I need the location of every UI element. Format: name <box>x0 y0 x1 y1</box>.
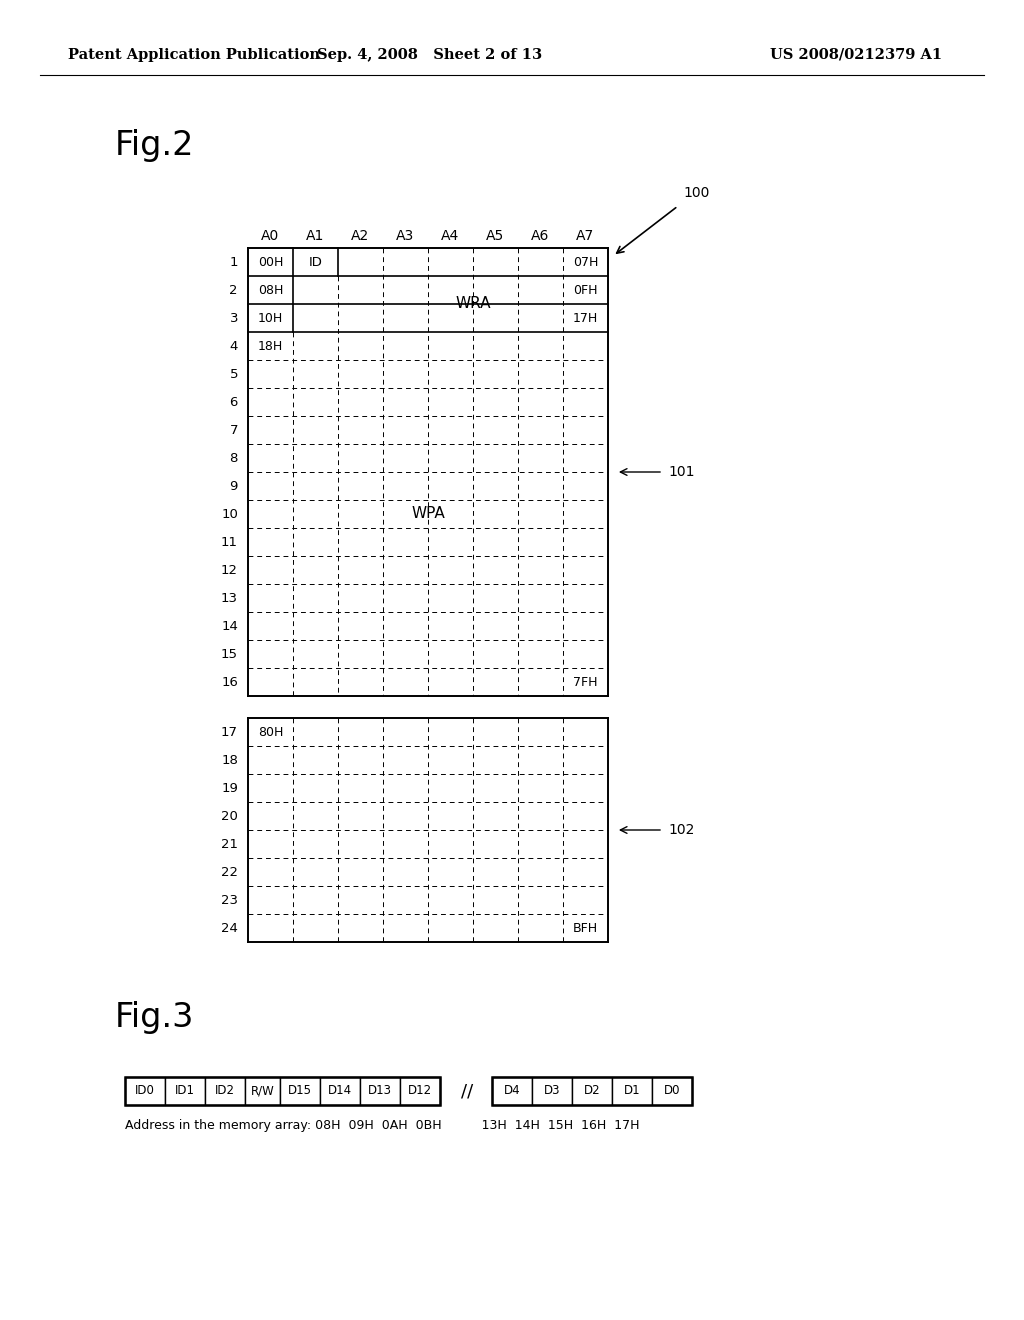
Text: 102: 102 <box>668 822 694 837</box>
Text: A5: A5 <box>486 228 505 243</box>
Bar <box>245 1077 280 1105</box>
Text: 2: 2 <box>229 284 238 297</box>
Bar <box>165 1077 205 1105</box>
Text: A0: A0 <box>261 228 280 243</box>
Text: 16: 16 <box>221 676 238 689</box>
Text: 0FH: 0FH <box>573 284 598 297</box>
Bar <box>652 1077 692 1105</box>
Text: Address in the memory array: 08H  09H  0AH  0BH          13H  14H  15H  16H  17H: Address in the memory array: 08H 09H 0AH… <box>125 1118 640 1131</box>
Bar <box>360 1077 400 1105</box>
Text: D0: D0 <box>664 1085 680 1097</box>
Text: D1: D1 <box>624 1085 640 1097</box>
Text: 101: 101 <box>668 465 694 479</box>
Text: 19: 19 <box>221 781 238 795</box>
Text: 13: 13 <box>221 591 238 605</box>
Text: 7FH: 7FH <box>573 676 598 689</box>
Text: BFH: BFH <box>573 921 598 935</box>
Text: 20: 20 <box>221 809 238 822</box>
Text: Sep. 4, 2008   Sheet 2 of 13: Sep. 4, 2008 Sheet 2 of 13 <box>317 48 543 62</box>
Text: A6: A6 <box>531 228 550 243</box>
Text: D3: D3 <box>544 1085 560 1097</box>
Text: A2: A2 <box>351 228 370 243</box>
Text: 14: 14 <box>221 619 238 632</box>
Bar <box>492 1077 532 1105</box>
Text: //: // <box>462 1082 474 1100</box>
Text: D4: D4 <box>504 1085 520 1097</box>
Bar <box>572 1077 612 1105</box>
Text: 5: 5 <box>229 367 238 380</box>
Text: 3: 3 <box>229 312 238 325</box>
Text: 22: 22 <box>221 866 238 879</box>
Text: 8: 8 <box>229 451 238 465</box>
Text: 9: 9 <box>229 479 238 492</box>
Text: 17: 17 <box>221 726 238 738</box>
Text: 18H: 18H <box>258 339 283 352</box>
Text: A4: A4 <box>441 228 460 243</box>
Text: 4: 4 <box>229 339 238 352</box>
Text: ID1: ID1 <box>175 1085 195 1097</box>
Text: A3: A3 <box>396 228 415 243</box>
Text: D14: D14 <box>328 1085 352 1097</box>
Text: D12: D12 <box>408 1085 432 1097</box>
Text: WRA: WRA <box>456 297 490 312</box>
Text: A7: A7 <box>577 228 595 243</box>
Text: 10: 10 <box>221 507 238 520</box>
Text: WPA: WPA <box>411 507 444 521</box>
Text: ID2: ID2 <box>215 1085 234 1097</box>
Text: ID: ID <box>308 256 323 268</box>
Bar <box>205 1077 245 1105</box>
Text: A1: A1 <box>306 228 325 243</box>
Text: Patent Application Publication: Patent Application Publication <box>68 48 319 62</box>
Text: 23: 23 <box>221 894 238 907</box>
Bar <box>125 1077 440 1105</box>
Bar <box>280 1077 319 1105</box>
Text: 10H: 10H <box>258 312 283 325</box>
Text: 21: 21 <box>221 837 238 850</box>
Text: 08H: 08H <box>258 284 284 297</box>
Text: 07H: 07H <box>572 256 598 268</box>
Text: 18: 18 <box>221 754 238 767</box>
Text: 7: 7 <box>229 424 238 437</box>
Text: 00H: 00H <box>258 256 284 268</box>
Text: 100: 100 <box>683 186 710 201</box>
Bar <box>492 1077 692 1105</box>
Text: Fig.3: Fig.3 <box>115 1001 195 1034</box>
Text: 24: 24 <box>221 921 238 935</box>
Text: Fig.2: Fig.2 <box>115 128 195 161</box>
Bar <box>125 1077 165 1105</box>
Text: D13: D13 <box>368 1085 392 1097</box>
Text: ID0: ID0 <box>135 1085 155 1097</box>
Text: D15: D15 <box>288 1085 312 1097</box>
Text: 15: 15 <box>221 648 238 660</box>
Bar <box>400 1077 440 1105</box>
Text: US 2008/0212379 A1: US 2008/0212379 A1 <box>770 48 942 62</box>
Bar <box>612 1077 652 1105</box>
Text: 12: 12 <box>221 564 238 577</box>
Text: 80H: 80H <box>258 726 284 738</box>
Text: R/W: R/W <box>251 1085 274 1097</box>
Text: D2: D2 <box>584 1085 600 1097</box>
Text: 1: 1 <box>229 256 238 268</box>
Text: 11: 11 <box>221 536 238 549</box>
Text: 17H: 17H <box>572 312 598 325</box>
Bar <box>532 1077 572 1105</box>
Bar <box>319 1077 360 1105</box>
Text: 6: 6 <box>229 396 238 408</box>
